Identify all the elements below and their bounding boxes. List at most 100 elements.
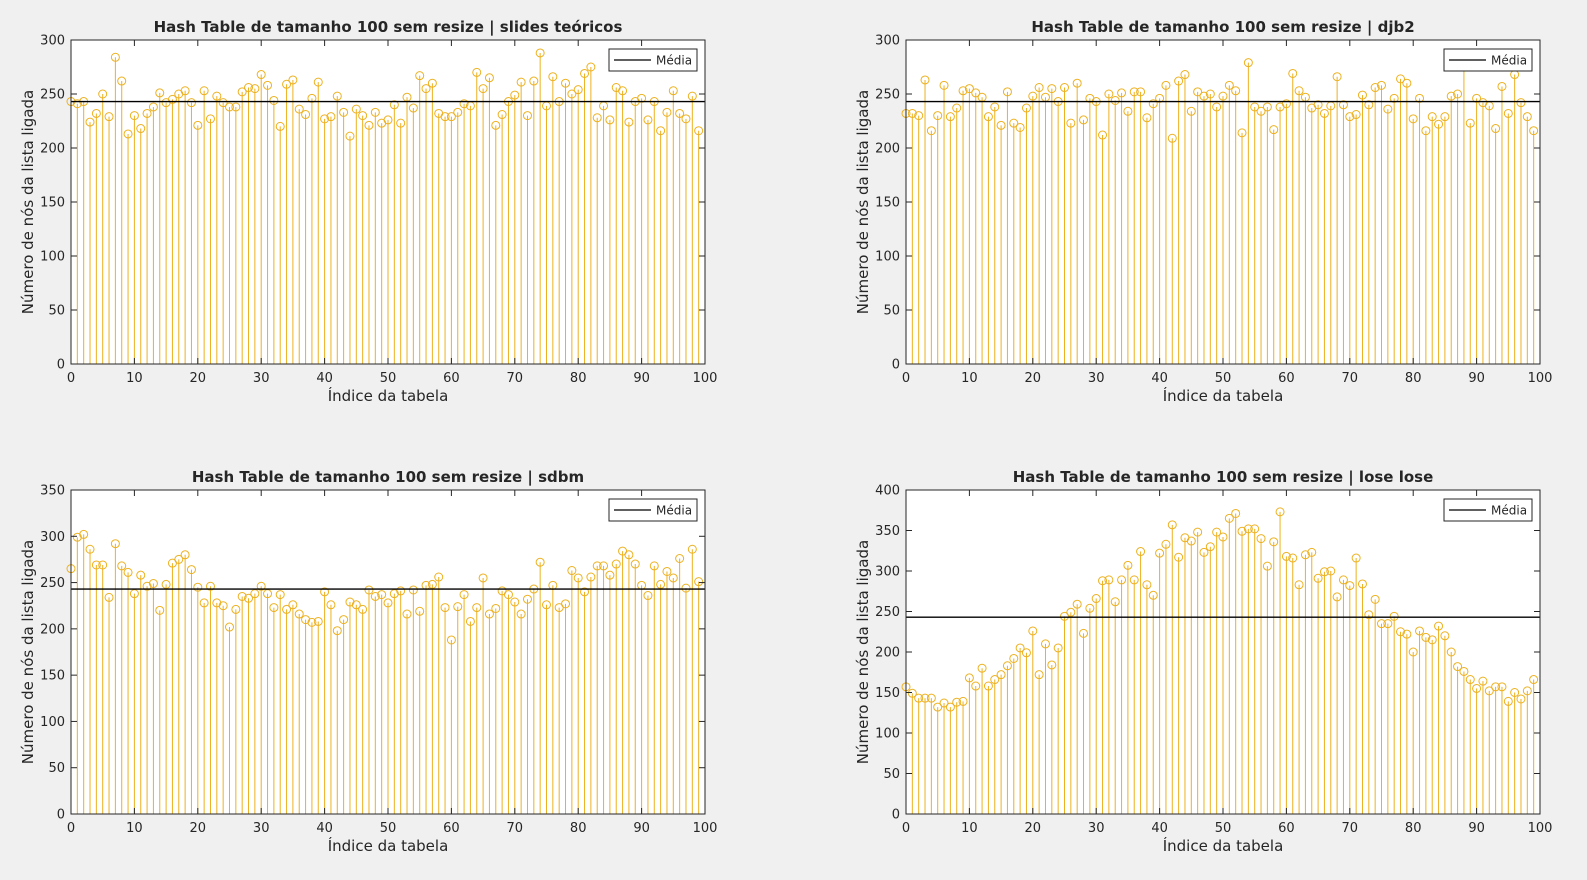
stem-marker xyxy=(231,102,241,112)
y-tick-label: 150 xyxy=(40,669,65,684)
stem-marker xyxy=(1199,547,1209,557)
x-tick-label: 70 xyxy=(507,371,524,386)
y-tick-label: 200 xyxy=(875,142,900,157)
stem-marker xyxy=(446,112,456,122)
stem-marker xyxy=(1434,621,1444,631)
stem-marker xyxy=(907,688,917,698)
stem-marker xyxy=(1269,125,1279,135)
stem-marker xyxy=(1110,597,1120,607)
y-tick-label: 350 xyxy=(875,524,900,539)
legend-label: Média xyxy=(656,54,692,68)
stem-marker xyxy=(205,581,215,591)
stem-marker xyxy=(522,594,532,604)
stem-marker xyxy=(643,115,653,125)
stem-marker xyxy=(977,663,987,673)
y-tick-label: 150 xyxy=(875,196,900,211)
stem-marker xyxy=(427,78,437,88)
stem-marker xyxy=(1351,110,1361,120)
stem-marker xyxy=(358,604,368,614)
stem-marker xyxy=(996,670,1006,680)
x-tick-label: 30 xyxy=(1088,821,1105,836)
stem-marker xyxy=(964,84,974,94)
stem-marker xyxy=(1034,83,1044,93)
stem-marker xyxy=(611,559,621,569)
stem-marker xyxy=(1319,567,1329,577)
x-axis-label: Índice da tabela xyxy=(1163,386,1284,405)
stem-marker xyxy=(662,566,672,576)
stem-marker xyxy=(1028,626,1038,636)
stem-marker xyxy=(1465,118,1475,128)
x-tick-label: 20 xyxy=(1025,821,1042,836)
stem-marker xyxy=(624,117,634,127)
x-tick-label: 80 xyxy=(570,371,587,386)
y-tick-label: 100 xyxy=(875,250,900,265)
x-tick-label: 20 xyxy=(190,821,207,836)
x-tick-label: 70 xyxy=(507,821,524,836)
stem-marker xyxy=(952,697,962,707)
stem-marker xyxy=(1104,575,1114,585)
stem-marker xyxy=(1110,95,1120,105)
stem-marker xyxy=(1212,527,1222,537)
stem-marker xyxy=(675,554,685,564)
stem-marker xyxy=(263,80,273,90)
stem-marker xyxy=(1224,80,1234,90)
stem-marker xyxy=(117,561,127,571)
y-tick-label: 0 xyxy=(892,808,900,823)
stem-marker xyxy=(1002,661,1012,671)
stem-marker xyxy=(983,681,993,691)
stem-marker xyxy=(332,91,342,101)
stem-marker xyxy=(522,111,532,121)
x-tick-label: 30 xyxy=(1088,371,1105,386)
stem-marker xyxy=(1218,532,1228,542)
y-tick-label: 250 xyxy=(40,576,65,591)
y-tick-label: 250 xyxy=(875,605,900,620)
legend: Média xyxy=(1443,48,1533,72)
stem-marker xyxy=(1396,74,1406,84)
stem-marker xyxy=(567,566,577,576)
stem-marker xyxy=(586,62,596,72)
stem-marker xyxy=(364,585,374,595)
stem-marker xyxy=(1123,106,1133,116)
stem-marker xyxy=(1465,675,1475,685)
y-axis-label: Número de nós da lista ligada xyxy=(19,90,37,314)
x-tick-label: 10 xyxy=(961,821,978,836)
stem-marker xyxy=(1319,108,1329,118)
y-tick-label: 50 xyxy=(883,767,900,782)
stem-marker xyxy=(1516,98,1526,108)
y-tick-label: 200 xyxy=(875,646,900,661)
stem-marker xyxy=(104,112,114,122)
stem-marker xyxy=(1148,99,1158,109)
stem-marker xyxy=(91,560,101,570)
stem-marker xyxy=(1446,91,1456,101)
stem-marker xyxy=(1040,639,1050,649)
stem-marker xyxy=(231,604,241,614)
stem-marker xyxy=(225,622,234,632)
stem-marker xyxy=(592,561,602,571)
stem-series xyxy=(901,58,1539,364)
stem-marker xyxy=(288,600,298,610)
stem-marker xyxy=(1497,81,1507,91)
stem-marker xyxy=(282,604,292,614)
stem-marker xyxy=(212,598,222,608)
stem-marker xyxy=(1167,133,1177,143)
stem-marker xyxy=(1256,534,1266,544)
stem-marker xyxy=(313,77,323,87)
y-tick-label: 300 xyxy=(875,565,900,580)
stem-marker xyxy=(326,112,336,122)
stem-marker xyxy=(307,93,317,103)
stem-marker xyxy=(465,616,475,626)
stem-marker xyxy=(939,80,949,90)
stem-marker xyxy=(1332,592,1342,602)
stem-marker xyxy=(85,544,95,554)
stem-marker xyxy=(983,112,993,122)
stem-marker xyxy=(605,115,615,125)
stem-marker xyxy=(301,110,311,120)
stem-marker xyxy=(952,103,962,113)
chart-title: Hash Table de tamanho 100 sem resize | s… xyxy=(192,468,584,487)
x-axis-label: Índice da tabela xyxy=(328,836,449,855)
stem-marker xyxy=(1440,112,1450,122)
stem-marker xyxy=(971,681,981,691)
stem-marker xyxy=(1281,99,1291,109)
stem-marker xyxy=(396,118,406,128)
stem-marker xyxy=(478,84,488,94)
